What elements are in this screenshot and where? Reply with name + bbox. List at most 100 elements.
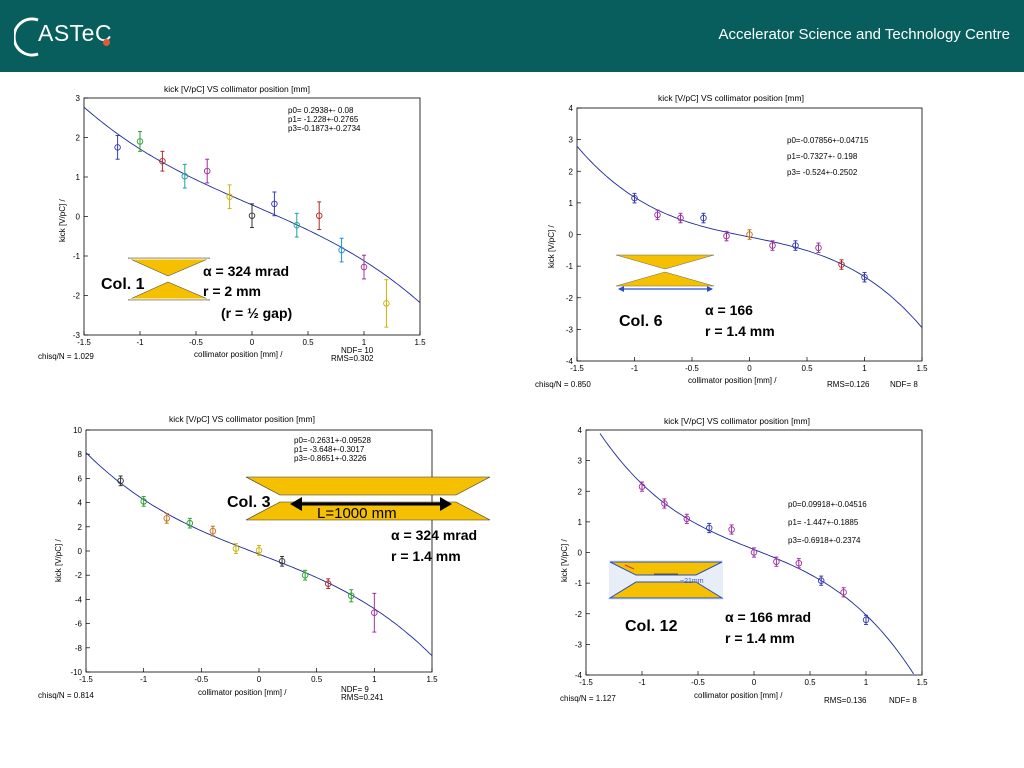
- y-tick-label: 4: [569, 104, 574, 113]
- fit-p3: p3=-0.6918+-0.2374: [788, 536, 861, 545]
- y-tick-label: 0: [569, 231, 574, 240]
- x-tick-label: 1.5: [426, 675, 438, 684]
- x-tick-label: -1: [638, 678, 646, 687]
- y-tick-label: 8: [78, 450, 83, 459]
- chart-title: kick [V/pC] VS collimator position [mm]: [658, 93, 804, 103]
- chart-col1: kick [V/pC] VS collimator position [mm] …: [36, 82, 436, 372]
- y-tick-label: 0: [76, 213, 81, 222]
- x-tick-label: 1.5: [414, 338, 426, 347]
- col1-radius: r = 2 mm: [203, 283, 261, 299]
- fit-p0: p0= 0.2938+- 0.08: [288, 106, 354, 115]
- x-tick-label: 0.5: [302, 338, 314, 347]
- col3-length: L=1000 mm: [317, 505, 397, 522]
- plot-area: -1.5 -1 -0.5 0 0.5 1 1.5 -3 -2 -1 0 1 2 3: [73, 94, 426, 347]
- x-tick-label: 1: [362, 338, 367, 347]
- x-tick-label: -1: [140, 675, 148, 684]
- data-point: [862, 616, 870, 624]
- x-tick-label: 0.5: [311, 675, 323, 684]
- x-tick-label: -1.5: [79, 675, 93, 684]
- data-point: [371, 609, 378, 616]
- data-point: [140, 498, 147, 505]
- footer-rms: RMS=0.126: [827, 380, 870, 389]
- col1-diagram-icon: [127, 257, 211, 301]
- x-tick-label: 0: [752, 678, 757, 687]
- logo-dot-icon: [103, 39, 110, 46]
- data-point: [338, 246, 345, 254]
- y-tick-label: 2: [569, 167, 574, 176]
- data-point: [769, 242, 776, 249]
- data-point: [255, 547, 263, 554]
- x-tick-label: 0: [747, 364, 752, 373]
- footer-ndf: NDF= 8: [889, 696, 917, 705]
- data-point: [700, 214, 707, 222]
- data-point: [750, 549, 758, 556]
- data-point: [348, 592, 355, 600]
- data-point: [248, 212, 256, 219]
- footer-rms: RMS=0.302: [331, 354, 374, 363]
- data-point: [271, 200, 278, 208]
- plot-area: -1.5 -1 -0.5 0 0.5 1 1.5 -4 -3 -2 -1 0 1 2 3 4: [566, 104, 928, 373]
- fit-p1: p1= -1.447+-0.1885: [788, 518, 859, 527]
- data-point: [383, 300, 390, 307]
- col12-alpha: α = 166 mrad: [725, 609, 811, 625]
- footer-chisq: chisq/N = 0.814: [38, 691, 94, 700]
- col12-diagram-text: ~21mm: [680, 578, 704, 585]
- plot-area: -1.5 -1 -0.5 0 0.5 1 1.5 -4 -3 -2 -1 0 1 2 3 4: [575, 426, 928, 687]
- x-tick-label: -1.5: [77, 338, 91, 347]
- footer-chisq: chisq/N = 1.029: [38, 352, 94, 361]
- data-point: [817, 577, 825, 584]
- header-bar: ASTeC Accelerator Science and Technology…: [0, 0, 1024, 72]
- fit-params: p0= 0.2938+- 0.08 p1= -1.228+-0.2765 p3=…: [288, 106, 361, 133]
- data-point: [683, 515, 691, 523]
- y-tick-label: 0: [78, 547, 83, 556]
- data-point: [301, 571, 309, 579]
- col12-radius: r = 1.4 mm: [725, 630, 795, 646]
- data-point: [795, 559, 803, 567]
- x-tick-label: -1.5: [579, 678, 593, 687]
- x-tick-label: 0.5: [804, 678, 816, 687]
- data-point: [114, 144, 121, 151]
- fit-p0: p0=-0.07856+-0.04715: [787, 136, 869, 145]
- y-tick-label: -2: [575, 610, 583, 619]
- y-tick-label: 1: [569, 199, 574, 208]
- data-point: [746, 231, 753, 238]
- footer-ndf: NDF= 8: [890, 380, 918, 389]
- x-tick-label: -1: [631, 364, 639, 373]
- data-point: [677, 214, 684, 222]
- y-tick-label: -1: [73, 252, 81, 261]
- y-tick-label: -3: [566, 325, 574, 334]
- col3-radius: r = 1.4 mm: [391, 548, 461, 564]
- footer-ndf: NDF= 9: [341, 685, 369, 694]
- data-point: [159, 157, 166, 165]
- chart-col12: kick [V/pC] VS collimator position [mm] …: [556, 412, 956, 712]
- y-tick-label: 2: [578, 487, 583, 496]
- y-tick-label: -2: [73, 292, 81, 301]
- y-tick-label: 2: [76, 134, 81, 143]
- logo-text: ASTeC: [38, 20, 113, 46]
- footer-rms: RMS=0.136: [824, 696, 867, 705]
- data-point: [226, 193, 233, 200]
- data-point: [838, 261, 845, 268]
- fit-params: p0=0.09918+-0.04516 p1= -1.447+-0.1885 p…: [788, 496, 867, 550]
- org-name: Accelerator Science and Technology Centr…: [718, 26, 1010, 43]
- x-tick-label: 1.5: [916, 364, 928, 373]
- y-tick-label: 6: [78, 474, 83, 483]
- x-tick-label: 0: [250, 338, 255, 347]
- col3-diagram-icon: [245, 476, 491, 521]
- footer-chisq: chisq/N = 1.127: [560, 694, 616, 703]
- y-tick-label: -3: [73, 331, 81, 340]
- fit-p1: p1= -3.648+-0.3017: [294, 445, 365, 454]
- fit-curve: [599, 433, 914, 675]
- fit-p3: p3= -0.524+-0.2502: [787, 168, 858, 177]
- x-tick-label: -1: [136, 338, 144, 347]
- data-point: [293, 221, 301, 229]
- data-point: [278, 558, 286, 565]
- col3-alpha: α = 324 mrad: [391, 527, 477, 543]
- fit-p3: p3=-0.1873+-0.2734: [288, 124, 361, 133]
- col1-note: (r = ½ gap): [221, 305, 293, 321]
- col6-diagram-icon: [615, 254, 715, 292]
- y-tick-label: 1: [578, 518, 583, 527]
- alpha-symbol: α: [391, 527, 400, 543]
- data-point: [861, 273, 868, 281]
- chart-title: kick [V/pC] VS collimator position [mm]: [164, 84, 310, 94]
